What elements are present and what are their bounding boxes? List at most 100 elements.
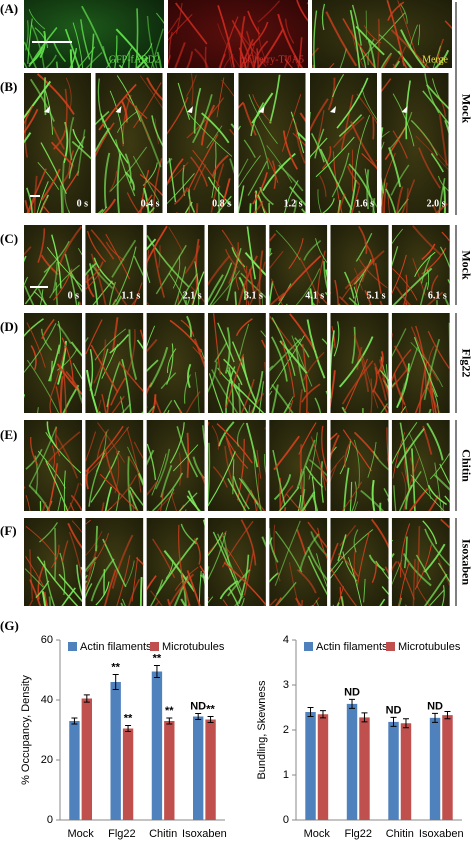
filament: [206, 125, 223, 149]
filament: [139, 173, 163, 197]
filament: [319, 175, 327, 197]
filament: [129, 486, 144, 507]
filament: [71, 520, 82, 533]
filament: [111, 239, 137, 278]
micrograph: [381, 73, 449, 213]
filament: [356, 346, 363, 370]
filament: [177, 295, 180, 305]
filament: [237, 438, 245, 501]
filament: [274, 520, 301, 586]
filament: [338, 296, 349, 305]
filament: [47, 463, 59, 511]
filament: [257, 0, 281, 23]
filament: [403, 274, 408, 305]
filament: [226, 547, 249, 586]
filament: [384, 566, 389, 575]
filament: [85, 426, 130, 477]
channel-label: mCherry-TUA5: [240, 54, 304, 65]
filament: [316, 290, 328, 305]
filament: [299, 257, 321, 304]
filament: [399, 3, 408, 24]
filament: [139, 329, 144, 343]
filament: [254, 190, 258, 213]
filament: [299, 112, 306, 123]
filament: [269, 335, 305, 390]
filament: [93, 257, 115, 286]
filament: [115, 246, 137, 303]
filament: [240, 519, 257, 566]
filament: [340, 596, 344, 606]
filament: [165, 488, 175, 511]
filament: [43, 560, 55, 606]
filament: [133, 282, 143, 305]
filament: [321, 3, 326, 31]
filament: [242, 103, 257, 136]
micrograph-bg: [167, 73, 234, 213]
filament: [77, 248, 82, 256]
filament: [85, 51, 103, 68]
filament: [410, 341, 444, 388]
filament: [342, 18, 376, 68]
filament: [178, 452, 182, 486]
bar: [69, 721, 80, 820]
filament: [40, 197, 48, 213]
filament: [426, 291, 444, 305]
filament: [51, 544, 60, 568]
micrograph: [312, 0, 452, 68]
filament: [437, 175, 449, 192]
filament: [167, 409, 170, 413]
filament: [344, 250, 385, 290]
filament: [41, 318, 55, 340]
filament: [153, 248, 165, 298]
filament: [136, 339, 144, 350]
filament: [95, 581, 110, 606]
filament: [146, 481, 158, 497]
filament: [186, 603, 191, 606]
y-tick-label: 20: [41, 754, 53, 766]
filament: [168, 14, 193, 41]
filament: [296, 439, 316, 489]
filament: [201, 425, 205, 448]
error-bar: [71, 717, 78, 725]
filament: [244, 63, 246, 68]
filament: [269, 598, 278, 606]
filament: [253, 200, 264, 213]
filament: [321, 425, 328, 471]
filament: [249, 392, 265, 413]
filament: [120, 100, 128, 123]
filament: [351, 481, 357, 511]
filament: [85, 337, 89, 344]
filament: [439, 463, 450, 486]
filament: [149, 346, 169, 388]
filament: [235, 318, 253, 337]
micrograph: [24, 313, 82, 413]
filament: [193, 538, 201, 565]
filament: [24, 394, 26, 399]
filament: [95, 122, 115, 158]
filament: [85, 319, 103, 355]
filament: [246, 226, 257, 280]
filament: [55, 386, 62, 413]
filament: [447, 279, 450, 285]
filament: [244, 252, 266, 277]
filament: [354, 273, 365, 305]
filament: [26, 322, 46, 368]
filament: [57, 320, 62, 355]
filament: [64, 253, 78, 305]
micrograph: [85, 420, 144, 511]
filament: [271, 336, 288, 382]
filament: [37, 228, 46, 263]
filament: [53, 268, 73, 301]
arrowhead: [44, 106, 50, 113]
filament: [313, 10, 318, 68]
filament: [124, 560, 135, 587]
filament: [175, 3, 183, 34]
filament: [311, 476, 317, 511]
filament: [372, 116, 375, 140]
filament: [331, 326, 336, 349]
filament: [422, 520, 438, 545]
filament: [207, 532, 227, 581]
filament: [43, 77, 47, 116]
filament: [392, 268, 418, 301]
